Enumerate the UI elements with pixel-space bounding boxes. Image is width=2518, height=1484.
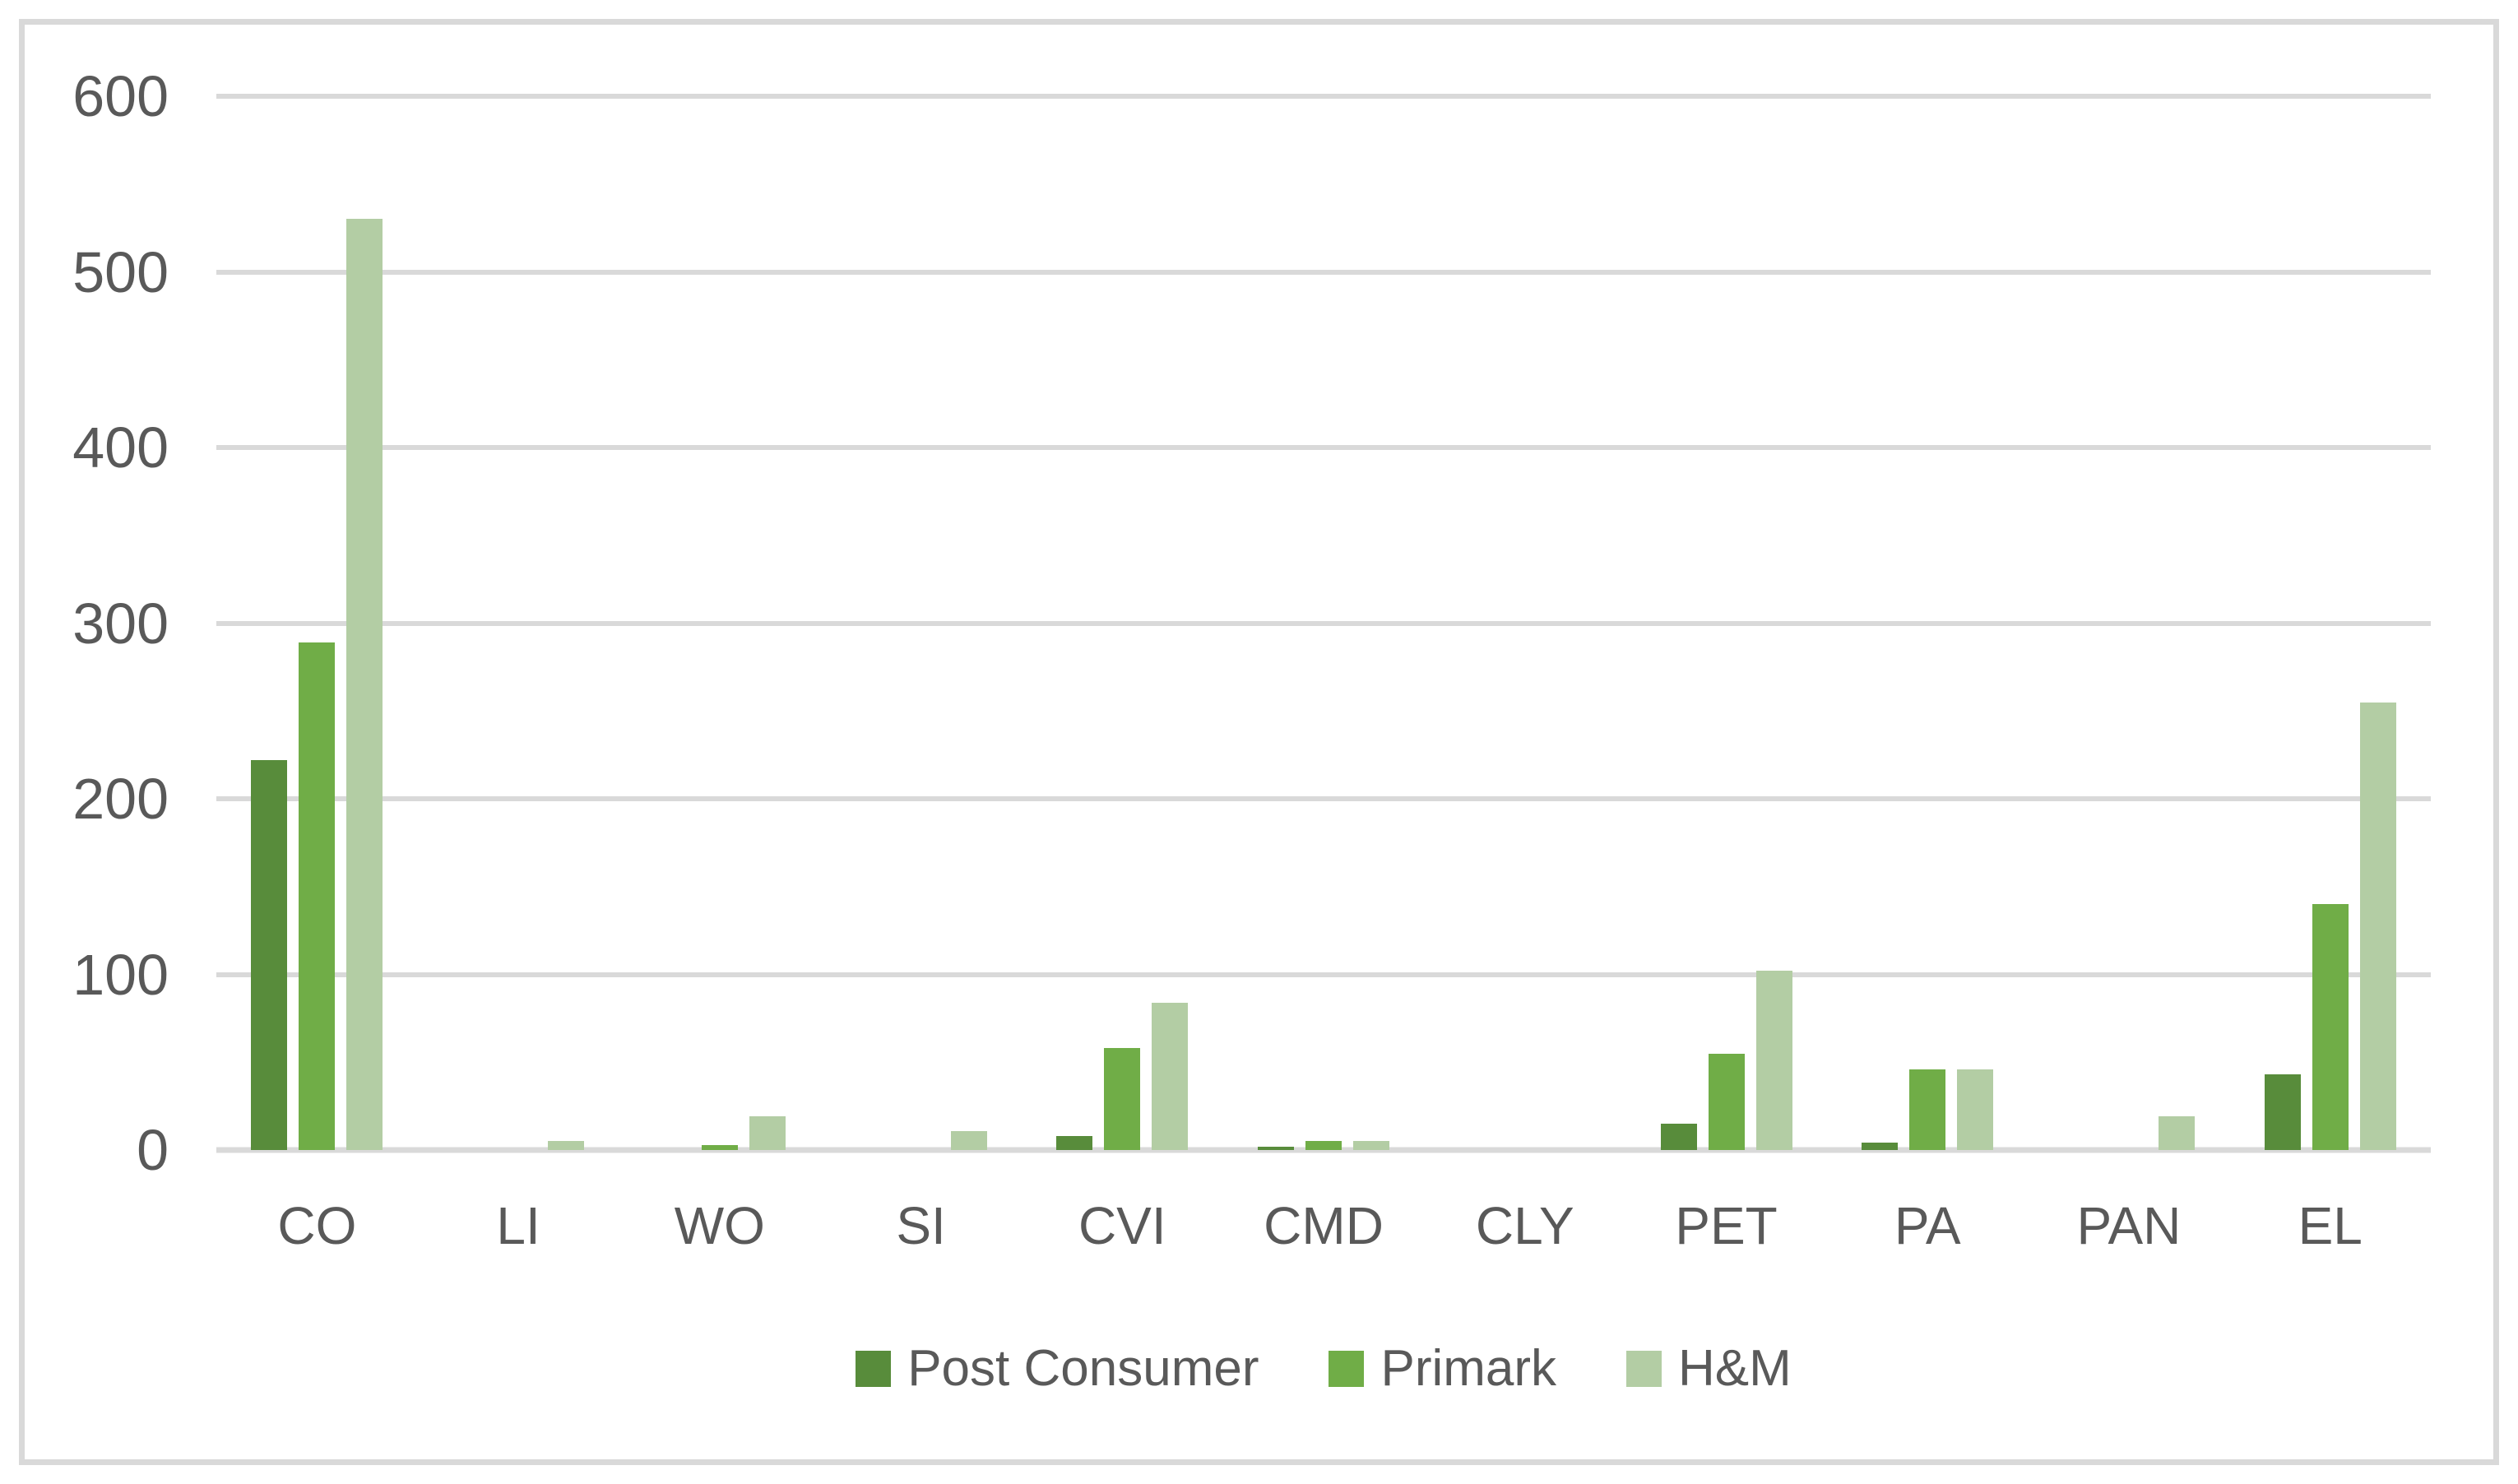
bar-group-cmd — [1223, 96, 1425, 1150]
legend-label-primark: Primark — [1380, 1340, 1557, 1397]
x-axis-labels: CO LI WO SI CVI CMD CLY PET PA PAN EL — [216, 1199, 2431, 1252]
y-tick-label: 200 — [72, 767, 169, 831]
legend-swatch-h-m — [1626, 1351, 1662, 1387]
y-axis-labels: 0 100 200 300 400 500 600 — [0, 67, 169, 1179]
bar-group-pet — [1625, 96, 1827, 1150]
y-tick-label: 400 — [72, 415, 169, 480]
x-tick-label-co: CO — [277, 1196, 357, 1255]
y-tick-label: 300 — [72, 591, 169, 656]
bar-h-m-pet — [1755, 971, 1792, 1150]
gridline — [216, 445, 2431, 450]
bar-h-m-pa — [1957, 1069, 1994, 1150]
y-tick-label: 100 — [72, 942, 169, 1007]
bar-group-el — [2229, 96, 2431, 1150]
bars-layer — [216, 96, 2431, 1150]
bar-primark-cvi — [1104, 1048, 1141, 1150]
x-tick-label-cvi: CVI — [1078, 1196, 1166, 1255]
plot-area — [216, 94, 2431, 1153]
bar-primark-pet — [1708, 1053, 1745, 1150]
legend-label-post-consumer: Post Consumer — [907, 1340, 1259, 1397]
gridline — [216, 972, 2431, 977]
bar-h-m-co — [346, 219, 383, 1150]
bar-group-pan — [2029, 96, 2230, 1150]
bar-h-m-cmd — [1353, 1141, 1390, 1150]
x-tick-label-cmd: CMD — [1264, 1196, 1384, 1255]
bar-group-cvi — [1022, 96, 1223, 1150]
gridline — [216, 1147, 2431, 1153]
legend-item-post-consumer: Post Consumer — [856, 1343, 1259, 1394]
x-tick-label-pa: PA — [1894, 1196, 1961, 1255]
bar-group-co — [216, 96, 418, 1150]
x-tick-label-si: SI — [896, 1196, 946, 1255]
bar-group-li — [418, 96, 619, 1150]
x-tick-label-pan: PAN — [2076, 1196, 2182, 1255]
bar-h-m-wo — [749, 1116, 786, 1150]
bar-h-m-si — [950, 1130, 987, 1150]
bar-post-consumer-pa — [1862, 1143, 1899, 1150]
x-tick-label-li: LI — [496, 1196, 540, 1255]
bar-post-consumer-el — [2264, 1074, 2301, 1150]
gridline — [216, 94, 2431, 99]
bar-h-m-el — [2359, 702, 2396, 1150]
x-tick-label-pet: PET — [1675, 1196, 1778, 1255]
bar-primark-wo — [701, 1144, 738, 1150]
bar-primark-pa — [1909, 1069, 1946, 1150]
gridline — [216, 269, 2431, 275]
legend-swatch-primark — [1329, 1351, 1365, 1387]
bar-post-consumer-pet — [1660, 1123, 1697, 1150]
y-tick-label: 0 — [137, 1118, 169, 1182]
bar-h-m-li — [548, 1141, 585, 1150]
bar-primark-cmd — [1305, 1141, 1342, 1150]
bar-group-si — [820, 96, 1022, 1150]
bar-h-m-cvi — [1152, 1002, 1189, 1150]
legend: Post Consumer Primark H&M — [216, 1343, 2431, 1394]
gridline — [216, 620, 2431, 626]
legend-item-primark: Primark — [1329, 1343, 1556, 1394]
bar-group-cly — [1424, 96, 1625, 1150]
legend-swatch-post-consumer — [856, 1351, 892, 1387]
bar-primark-co — [299, 642, 336, 1150]
x-tick-label-wo: WO — [674, 1196, 765, 1255]
legend-item-h-m: H&M — [1626, 1343, 1792, 1394]
legend-label-h-m: H&M — [1678, 1340, 1792, 1397]
gridline — [216, 796, 2431, 801]
bar-post-consumer-cmd — [1258, 1146, 1295, 1150]
bar-group-wo — [619, 96, 820, 1150]
bar-primark-el — [2312, 904, 2349, 1150]
y-tick-label: 500 — [72, 239, 169, 304]
x-tick-label-cly: CLY — [1475, 1196, 1574, 1255]
y-tick-label: 600 — [72, 64, 169, 128]
bar-group-pa — [1827, 96, 2029, 1150]
bar-h-m-pan — [2158, 1116, 2195, 1150]
bar-post-consumer-co — [251, 760, 288, 1150]
bar-post-consumer-cvi — [1056, 1135, 1093, 1150]
chart-frame — [19, 19, 2499, 1465]
x-tick-label-el: EL — [2298, 1196, 2363, 1255]
